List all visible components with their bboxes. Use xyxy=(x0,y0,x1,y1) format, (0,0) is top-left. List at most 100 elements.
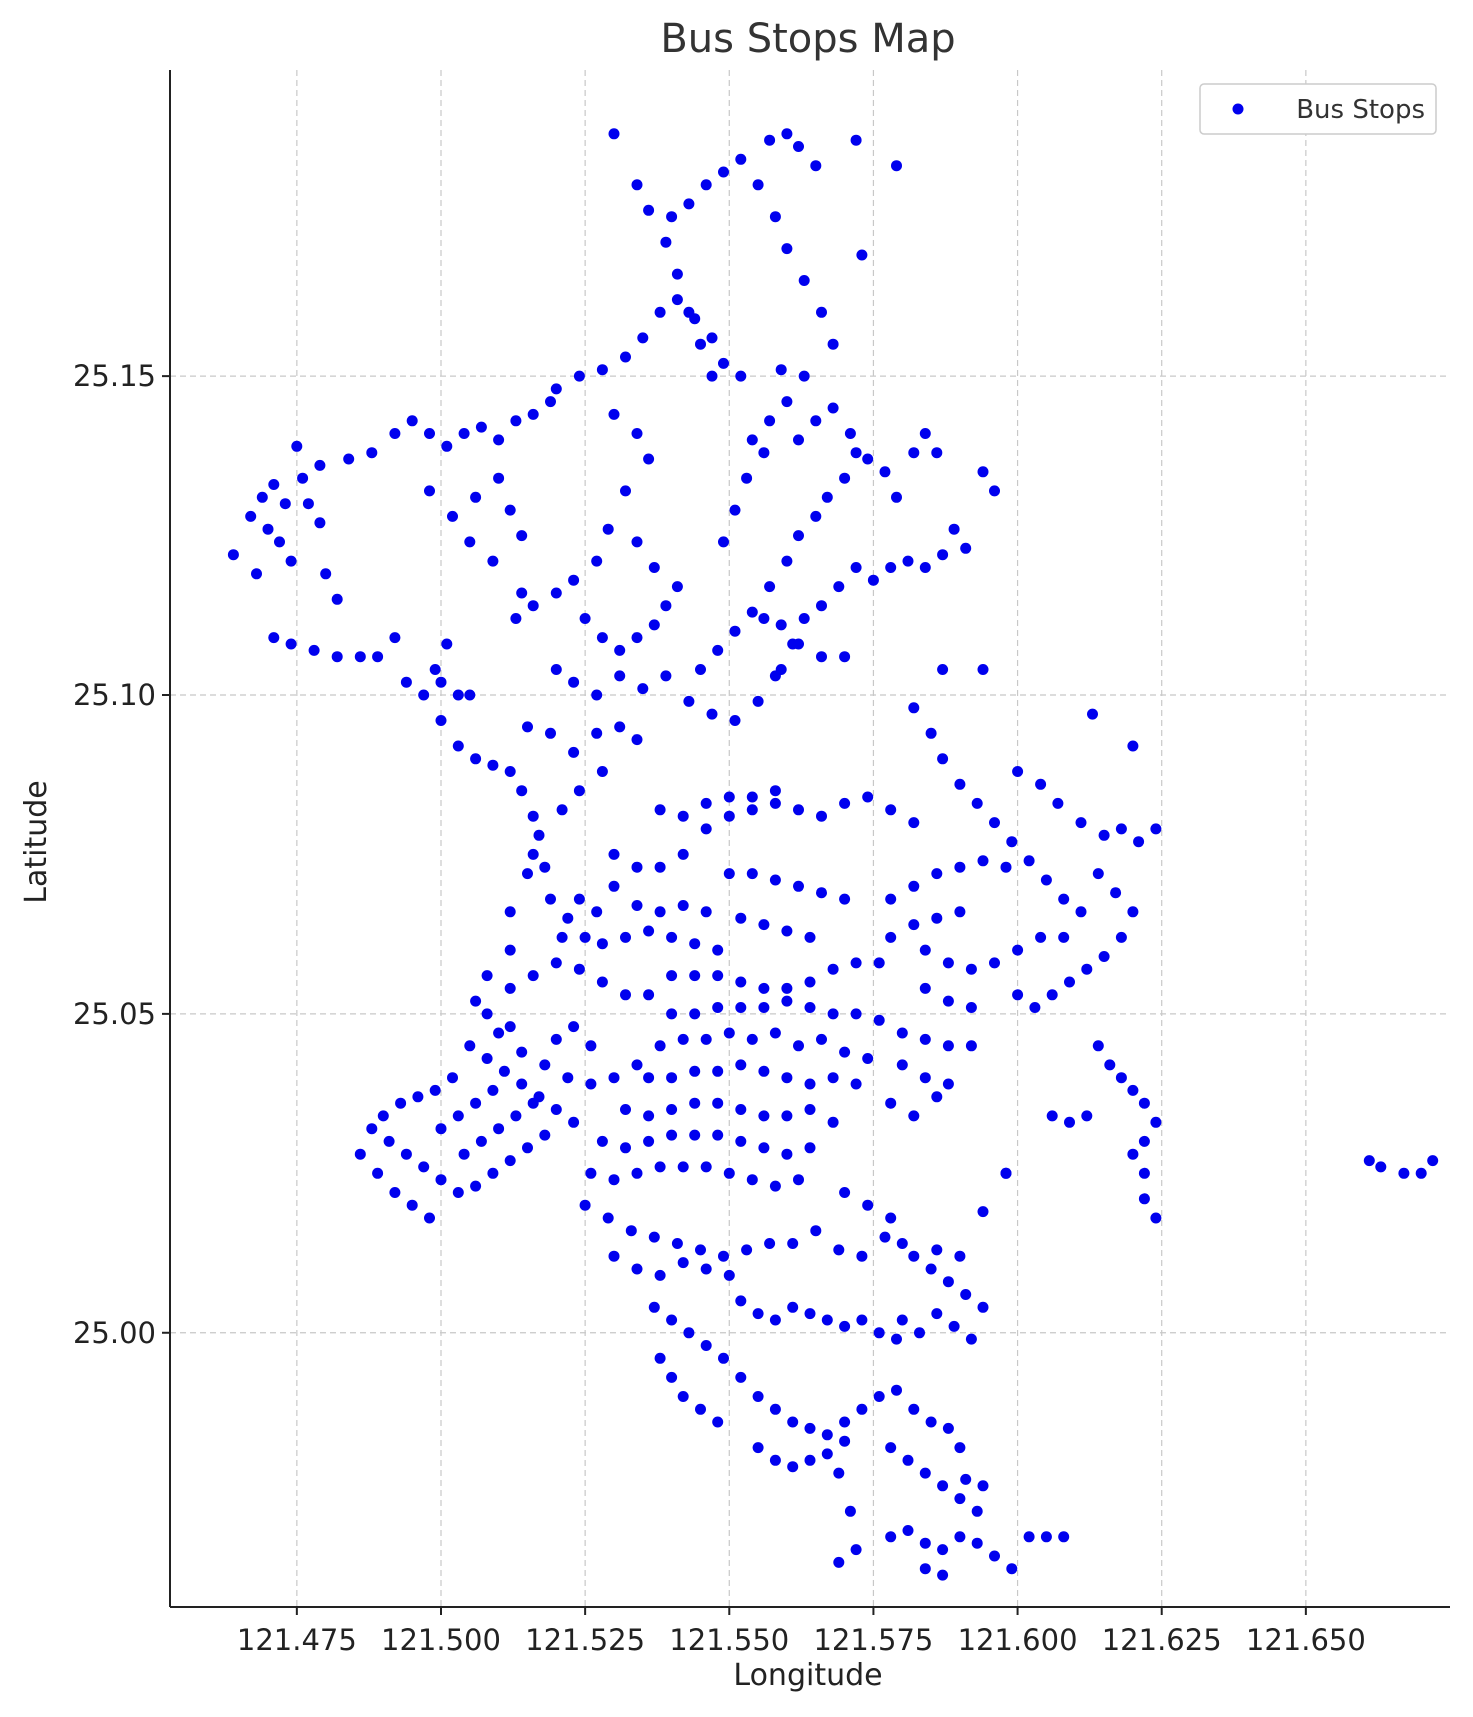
bus-stop-point xyxy=(573,785,585,797)
bus-stop-point xyxy=(366,447,378,459)
bus-stop-point xyxy=(942,995,954,1007)
bus-stop-point xyxy=(539,1059,551,1071)
bus-stop-point xyxy=(948,523,960,535)
bus-stop-point xyxy=(723,868,735,880)
bus-stop-point xyxy=(487,555,499,567)
bus-stop-point xyxy=(862,791,874,803)
bus-stop-point xyxy=(954,1531,966,1543)
bus-stop-point xyxy=(568,1116,580,1128)
bus-stop-point xyxy=(1075,906,1087,918)
bus-stop-point xyxy=(700,823,712,835)
bus-stop-point xyxy=(781,1072,793,1084)
bus-stop-point xyxy=(793,141,804,152)
bus-stop-point xyxy=(643,989,655,1001)
bus-stop-point xyxy=(873,957,885,969)
bus-stop-point xyxy=(764,1238,776,1249)
bus-stop-point xyxy=(758,1110,770,1122)
bus-stop-point xyxy=(723,791,735,803)
bus-stop-point xyxy=(539,1129,551,1141)
bus-stop-point xyxy=(862,1199,874,1211)
bus-stop-point xyxy=(758,1065,770,1077)
bus-stop-point xyxy=(804,976,816,988)
bus-stop-point xyxy=(631,632,643,644)
bus-stop-point xyxy=(608,848,620,860)
bus-stop-point xyxy=(758,447,770,459)
data-points xyxy=(227,128,1439,1581)
bus-stop-point xyxy=(850,1078,862,1090)
bus-stop-point xyxy=(827,1116,839,1128)
bus-stop-point xyxy=(596,632,608,644)
bus-stop-point xyxy=(752,695,764,707)
bus-stop-point xyxy=(527,970,539,982)
bus-stop-point xyxy=(810,1225,822,1237)
bus-stop-point xyxy=(424,1212,435,1224)
bus-stop-point xyxy=(643,1135,655,1147)
bus-stop-point xyxy=(965,1002,977,1013)
bus-stop-point xyxy=(1138,1167,1150,1179)
x-axis-label: Longitude xyxy=(733,1658,882,1693)
bus-stop-point xyxy=(833,1467,845,1479)
bus-stop-point xyxy=(885,562,897,573)
bus-stop-point xyxy=(435,1123,447,1135)
bus-stop-point xyxy=(919,944,931,956)
bus-stop-point xyxy=(908,447,920,459)
bus-stop-point xyxy=(989,1550,1000,1562)
bus-stop-point xyxy=(1092,1040,1104,1052)
y-axis-label: Latitude xyxy=(19,780,54,903)
bus-stop-point xyxy=(977,855,989,867)
bus-stop-point xyxy=(965,963,977,975)
bus-stop-point xyxy=(1427,1155,1439,1167)
bus-stop-point xyxy=(937,664,949,675)
bus-stop-point xyxy=(475,421,487,433)
bus-stop-point xyxy=(787,1416,799,1428)
bus-stop-point xyxy=(925,1416,937,1428)
bus-stop-point xyxy=(804,1078,816,1090)
bus-stop-point xyxy=(769,1454,781,1466)
bus-stop-point xyxy=(965,1333,977,1345)
bus-stop-point xyxy=(648,562,660,573)
bus-stop-point xyxy=(487,759,499,771)
bus-stop-point xyxy=(660,600,672,612)
y-tick-label: 25.15 xyxy=(73,359,156,393)
bus-stop-point xyxy=(689,970,701,982)
bus-stop-point xyxy=(873,1391,885,1402)
bus-stop-point xyxy=(620,351,631,363)
bus-stop-point xyxy=(1150,1116,1162,1128)
axes xyxy=(169,70,1450,1608)
bus-stop-point xyxy=(793,434,804,446)
bus-stop-point xyxy=(285,638,297,650)
bus-stop-point xyxy=(735,153,747,165)
bus-stop-point xyxy=(1075,817,1087,829)
bus-stop-point xyxy=(954,1250,966,1262)
bus-stop-point xyxy=(723,1167,735,1179)
bus-stop-point xyxy=(372,1167,384,1179)
bus-stop-point xyxy=(1104,1059,1116,1071)
bus-stop-point xyxy=(1375,1161,1387,1173)
bus-stop-point xyxy=(850,957,862,969)
bus-stop-point xyxy=(712,944,724,956)
bus-stop-point xyxy=(706,708,718,720)
bus-stop-point xyxy=(533,1091,545,1103)
bus-stop-point xyxy=(654,861,666,873)
bus-stop-point xyxy=(527,600,539,612)
bus-stop-point xyxy=(873,1327,885,1339)
bus-stop-point xyxy=(919,1033,931,1045)
bus-stop-point xyxy=(896,1314,908,1326)
bus-stop-point xyxy=(706,332,718,344)
x-tick-label: 121.600 xyxy=(958,1623,1078,1657)
bus-stop-point xyxy=(464,1040,476,1052)
bus-stop-point xyxy=(596,766,608,777)
bus-stop-point xyxy=(527,408,539,420)
bus-stop-point xyxy=(654,1352,666,1364)
x-ticks: 121.475 121.500 121.525 121.550 121.575 121.6… xyxy=(237,1607,1366,1657)
bus-stop-point xyxy=(706,370,718,382)
bus-stop-point xyxy=(712,1097,724,1109)
bus-stop-point xyxy=(781,128,793,140)
bus-stop-point xyxy=(977,1206,989,1218)
bus-stop-point xyxy=(1363,1155,1375,1167)
bus-stop-point xyxy=(816,306,827,318)
bus-stop-point xyxy=(643,453,655,465)
bus-stop-point xyxy=(954,1493,966,1505)
bus-stop-point xyxy=(885,931,897,943)
chart-title: Bus Stops Map xyxy=(660,16,955,62)
